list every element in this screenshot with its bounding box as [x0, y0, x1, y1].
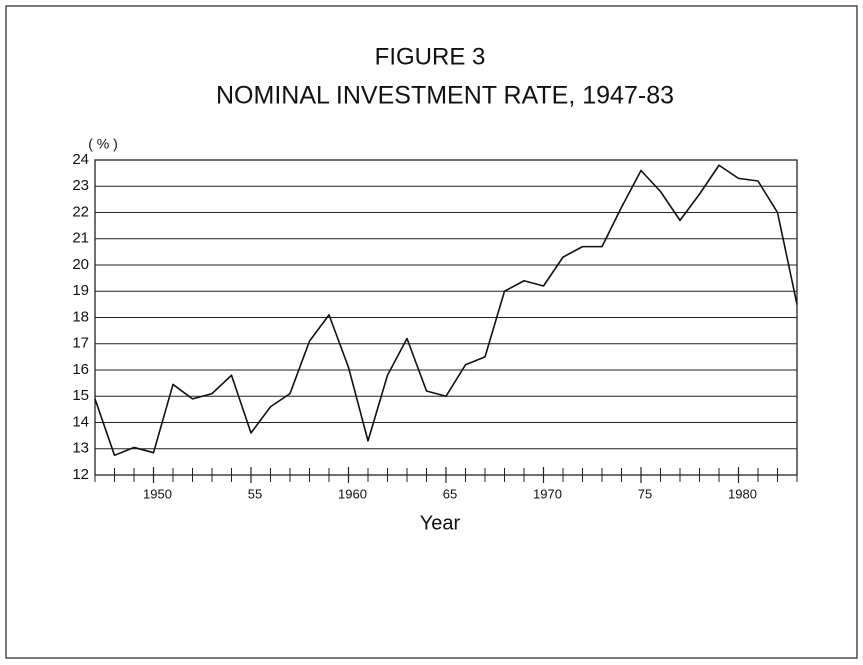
x-tick-label: 65 — [443, 486, 457, 501]
page-frame — [5, 5, 858, 659]
y-tick-label: 17 — [72, 335, 89, 352]
chart-subtitle: NOMINAL INVESTMENT RATE, 1947-83 — [216, 82, 674, 110]
y-axis-label: ( % ) — [88, 136, 118, 152]
y-tick-label: 13 — [72, 440, 89, 457]
y-tick-label: 21 — [72, 230, 89, 247]
data-line — [94, 164, 798, 457]
y-tick-label: 12 — [72, 466, 89, 483]
x-tick-label: 1950 — [143, 486, 172, 501]
y-tick-label: 19 — [72, 282, 89, 299]
y-tick-label: 20 — [72, 256, 89, 273]
x-tick-label: 1960 — [338, 486, 367, 501]
y-tick-label: 16 — [72, 361, 89, 378]
x-tick-label: 1980 — [728, 486, 757, 501]
x-tick-label: 75 — [638, 486, 652, 501]
x-tick-label: 55 — [248, 486, 262, 501]
y-tick-label: 22 — [72, 203, 89, 220]
y-tick-label: 24 — [72, 151, 89, 168]
y-tick-label: 18 — [72, 308, 89, 325]
x-tick-label: 1970 — [533, 486, 562, 501]
y-tick-label: 14 — [72, 413, 89, 430]
chart-title: FIGURE 3 — [375, 43, 486, 70]
y-tick-label: 15 — [72, 387, 89, 404]
x-axis-label: Year — [420, 512, 461, 534]
y-tick-label: 23 — [72, 177, 89, 194]
